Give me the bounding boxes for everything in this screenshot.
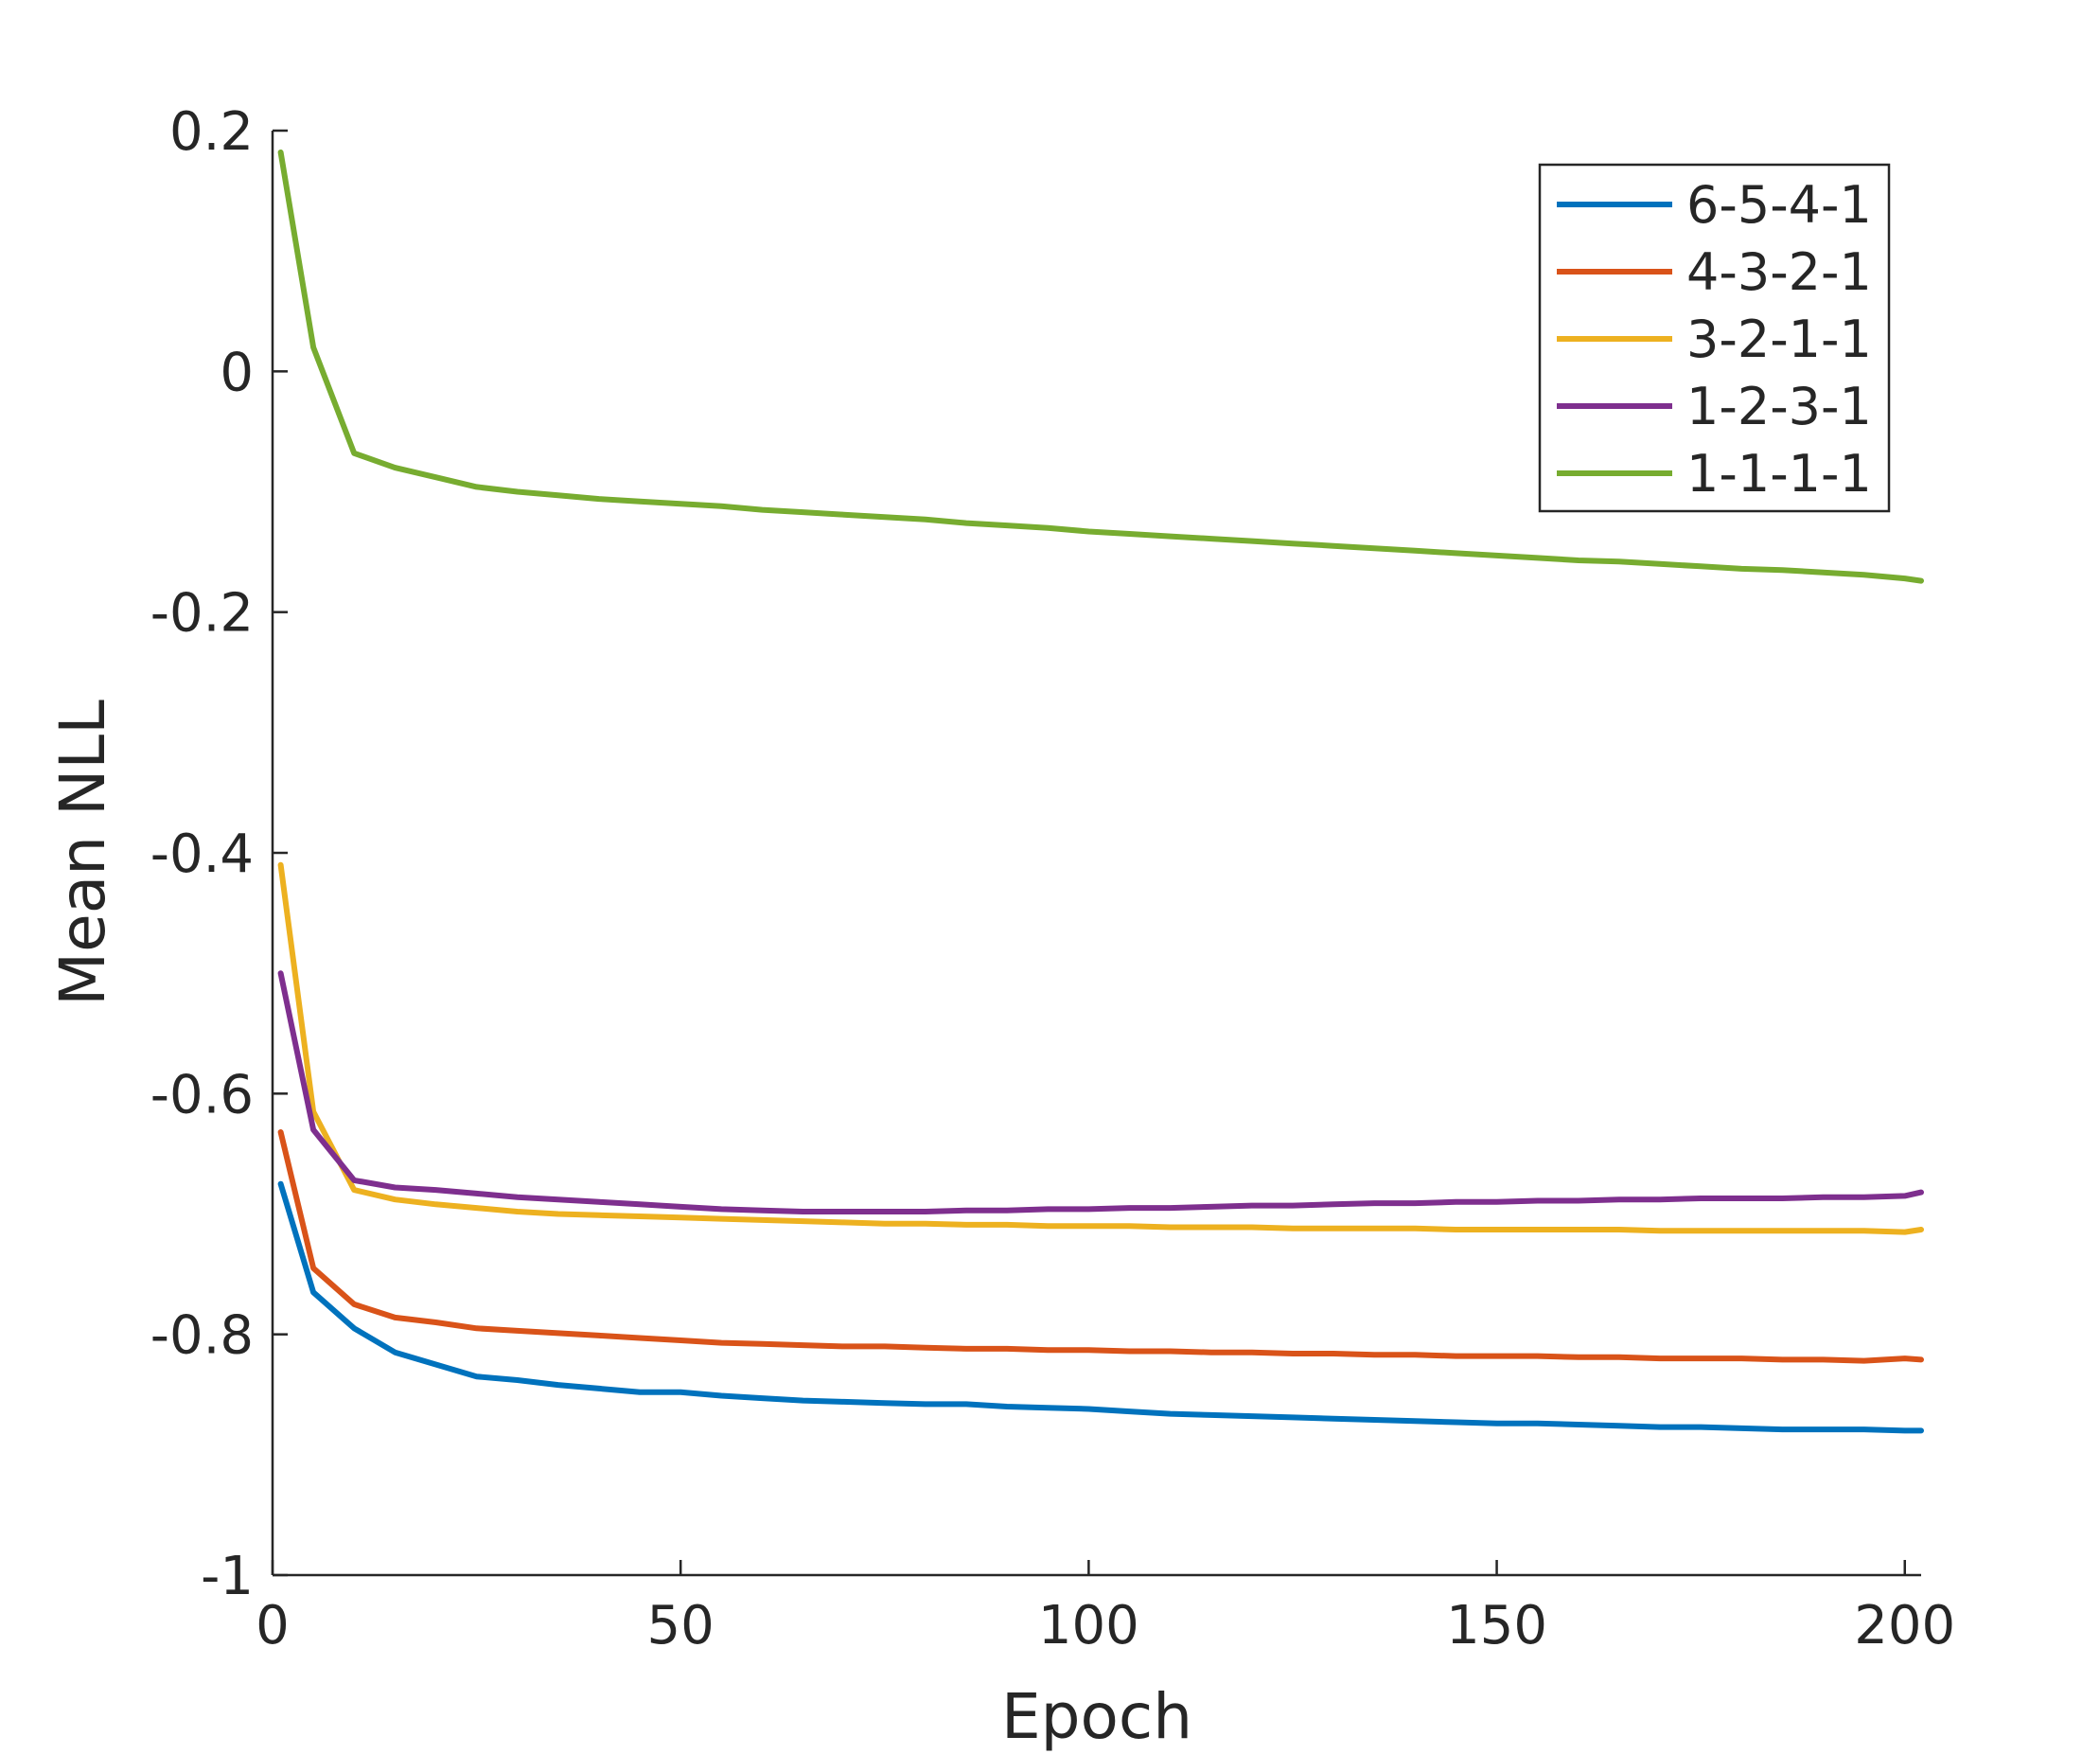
y-tick-label: 0 (220, 342, 254, 403)
x-axis-title: Epoch (1001, 1680, 1192, 1753)
legend-label-1: 6-5-4-1 (1686, 175, 1872, 235)
x-tick-label: 100 (1038, 1595, 1139, 1657)
y-tick-label: 0.2 (169, 101, 254, 163)
legend-items: 6-5-4-1 4-3-2-1 3-2-1-1 1-2-3-1 1-1-1-1 (1557, 175, 1872, 504)
y-tick-label: -0.4 (150, 824, 254, 885)
series-line-2 (277, 1129, 1924, 1364)
series-layer (277, 149, 1924, 1434)
series-line-3 (277, 861, 1924, 1235)
y-tick-label: -0.2 (150, 583, 254, 645)
legend-label-2: 4-3-2-1 (1686, 242, 1872, 302)
ticks-layer: 0 50 100 150 200 -1 -0.8 -0.6 -0.4 -0.2 0 0.2 (150, 101, 1955, 1657)
x-tick-label: 150 (1446, 1595, 1547, 1657)
legend-label-4: 1-2-3-1 (1686, 377, 1872, 436)
y-tick-label: -0.6 (150, 1064, 254, 1125)
y-tick-label: -0.8 (150, 1305, 254, 1367)
x-tick-label: 200 (1854, 1595, 1955, 1657)
series-line-1 (277, 1180, 1924, 1434)
legend: 6-5-4-1 4-3-2-1 3-2-1-1 1-2-3-1 1-1-1-1 (1538, 163, 1891, 513)
x-tick-label: 0 (256, 1595, 290, 1657)
y-tick-label: -1 (201, 1546, 254, 1607)
series-line-4 (277, 970, 1924, 1214)
x-tick-label: 50 (647, 1595, 715, 1657)
y-axis-title: Mean NLL (46, 700, 119, 1006)
legend-label-3: 3-2-1-1 (1686, 310, 1872, 369)
series-line-5 (277, 149, 1924, 584)
legend-label-5: 1-1-1-1 (1686, 444, 1872, 504)
